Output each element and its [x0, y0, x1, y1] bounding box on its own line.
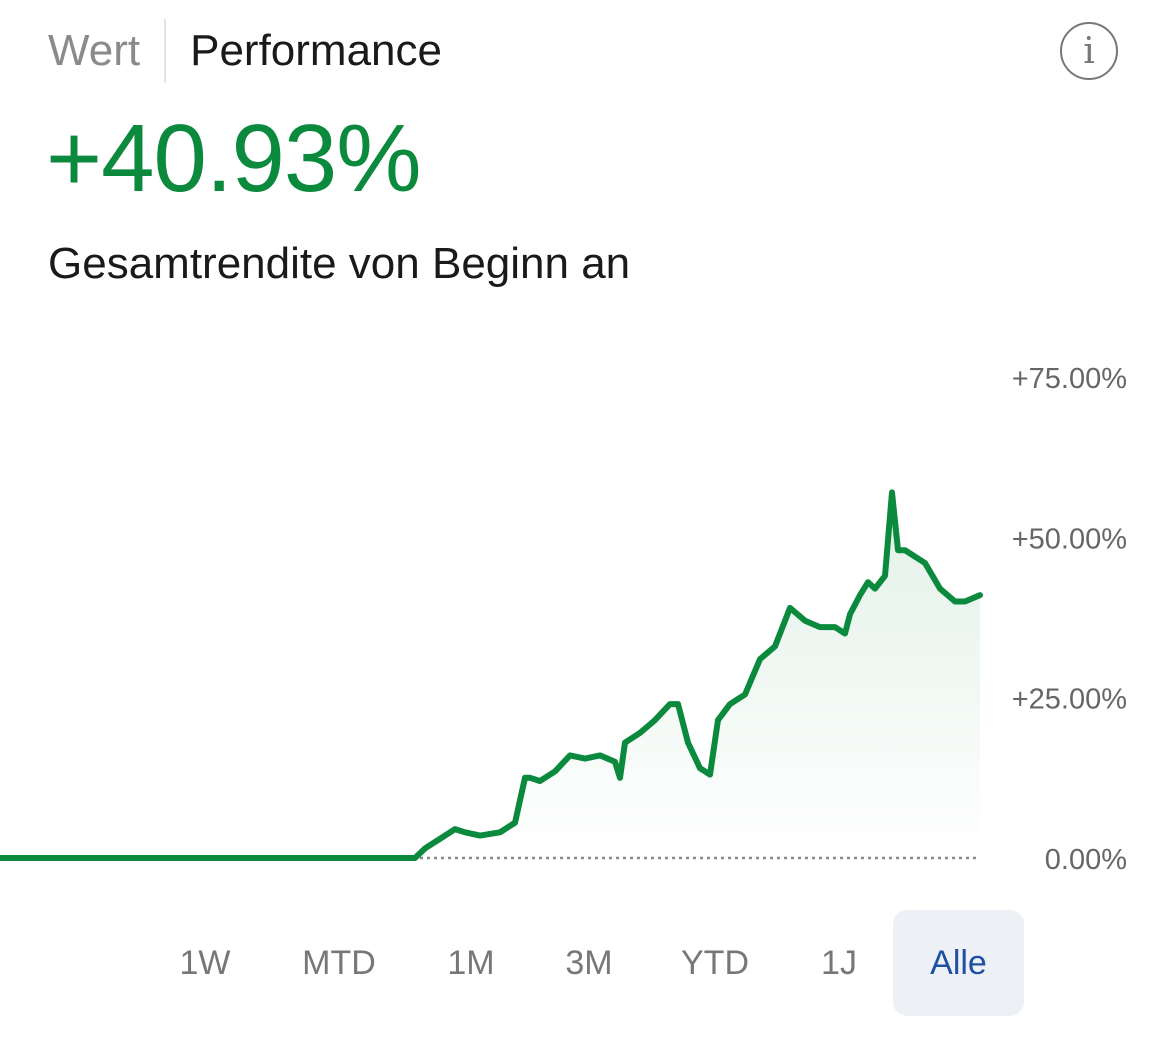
range-1w[interactable]: 1W [179, 944, 231, 982]
y-tick-label: +75.00% [1012, 363, 1127, 395]
total-return-label: Gesamtrendite von Beginn an [48, 239, 631, 288]
info-icon: i [1083, 30, 1095, 72]
range-1j[interactable]: 1J [821, 944, 857, 982]
info-button[interactable]: i [1060, 22, 1118, 80]
range-ytd[interactable]: YTD [681, 944, 749, 982]
view-tabs: Wert Performance [48, 18, 442, 84]
range-mtd[interactable]: MTD [302, 944, 376, 982]
range-1m[interactable]: 1M [447, 944, 495, 982]
y-tick-label: +50.00% [1012, 523, 1127, 555]
tab-performance[interactable]: Performance [190, 26, 442, 75]
y-tick-label: +25.00% [1012, 684, 1127, 716]
tab-wert[interactable]: Wert [48, 26, 141, 75]
performance-line [0, 489, 983, 861]
performance-chart: +75.00% +50.00% +25.00% 0.00% [0, 363, 1127, 876]
range-3m[interactable]: 3M [565, 944, 613, 982]
range-alle[interactable]: Alle [893, 910, 1024, 1016]
performance-area [0, 492, 980, 858]
total-return-value: +40.93% [46, 105, 422, 212]
tab-divider [164, 19, 167, 83]
y-tick-label: 0.00% [1045, 844, 1127, 876]
range-selector: 1W MTD 1M 3M YTD 1J Alle [0, 910, 1170, 1016]
